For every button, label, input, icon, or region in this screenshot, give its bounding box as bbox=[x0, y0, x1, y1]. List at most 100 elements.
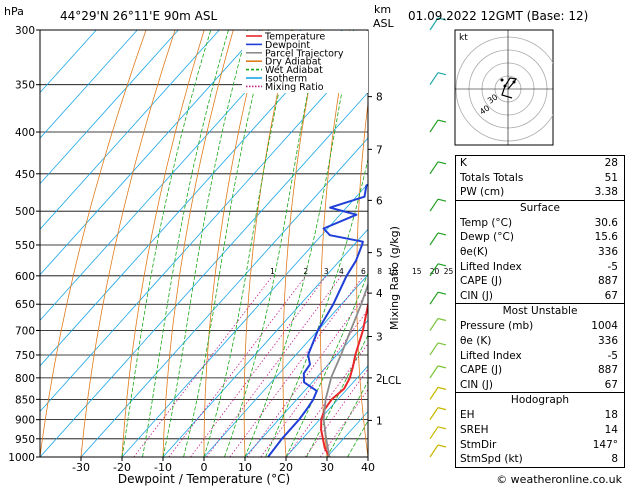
wind-barb bbox=[429, 291, 439, 305]
x-axis-label: Dewpoint / Temperature (°C) bbox=[118, 472, 290, 486]
wet-adiabat bbox=[203, 30, 294, 457]
mixing-ratio-line bbox=[190, 275, 327, 457]
legend-label: Mixing Ratio bbox=[265, 82, 324, 93]
hodograph-section: Hodograph EH 18 SREH 14 StmDir 147° StmSpd … bbox=[455, 393, 625, 468]
legend-label: Parcel Trajectory bbox=[265, 48, 344, 59]
mixing-ratio-line bbox=[320, 388, 368, 457]
km-tick-label: 4 bbox=[376, 288, 383, 300]
wind-barb-flag bbox=[437, 444, 447, 448]
mixing-ratio-line bbox=[246, 291, 368, 457]
surface-row: θe(K) 336 bbox=[460, 245, 618, 258]
hodo-row: EH 18 bbox=[460, 409, 618, 422]
mixing-ratio-labels: 1 2 3 4 6 8 10 15 20 25 bbox=[270, 267, 453, 276]
wind-barb bbox=[429, 318, 439, 331]
surface-row: Lifted Index -5 bbox=[460, 260, 618, 273]
mixing-ratio-line bbox=[133, 275, 273, 457]
wet-adiabat bbox=[142, 30, 229, 457]
pressure-tick-label: 750 bbox=[15, 350, 35, 362]
mixing-ratio-line bbox=[206, 275, 342, 457]
wind-barb-flag bbox=[437, 198, 447, 202]
mixing-ratio-line bbox=[168, 275, 307, 457]
wind-barb-flag bbox=[437, 119, 447, 123]
km-tick-label: 8 bbox=[376, 92, 383, 104]
series-parcel-trajectory bbox=[322, 282, 368, 457]
isotherm bbox=[40, 30, 179, 185]
temp-tick-label: 20 bbox=[279, 461, 293, 474]
wind-barb bbox=[429, 198, 439, 212]
km-label: km bbox=[374, 3, 391, 16]
mixing-ratio-label: 3 bbox=[324, 267, 329, 276]
hodograph: 40 30 kt bbox=[454, 29, 554, 146]
wind-barb-flag bbox=[437, 161, 447, 165]
indices-panel: K 28 Totals Totals 51 PW (cm) 3.38 Surface … bbox=[455, 155, 625, 468]
asl-label: ASL bbox=[373, 17, 395, 30]
temp-tick-label: 30 bbox=[320, 461, 334, 474]
wind-barb-flag bbox=[437, 426, 447, 430]
mixing-ratio-line bbox=[229, 275, 364, 457]
mixing-ratio-label: 15 bbox=[412, 267, 422, 276]
isotherm bbox=[40, 30, 343, 367]
wind-barb-flag bbox=[437, 342, 447, 346]
hodograph-title: Hodograph bbox=[510, 394, 570, 407]
mu-row: CAPE (J) 887 bbox=[460, 364, 618, 377]
surface-section: Surface Temp (°C) 30.6 Dewp (°C) 15.6 θe(K… bbox=[455, 200, 625, 305]
wind-barb bbox=[429, 263, 439, 277]
isotherm bbox=[121, 183, 368, 457]
mixing-ratio-label: 10 bbox=[388, 267, 398, 276]
surface-row: Temp (°C) 30.6 bbox=[460, 216, 618, 229]
surface-row: CIN (J) 67 bbox=[460, 289, 618, 302]
legend-box bbox=[242, 31, 368, 93]
km-tick-label: 5 bbox=[376, 248, 383, 260]
hodo-row: StmSpd (kt) 8 bbox=[460, 453, 618, 466]
wet-adiabat bbox=[306, 334, 368, 457]
wind-barb bbox=[429, 17, 439, 31]
legend-label: Dewpoint bbox=[265, 40, 310, 51]
pressure-tick-label: 450 bbox=[15, 169, 35, 181]
dry-adiabat bbox=[203, 30, 263, 457]
isotherm bbox=[40, 30, 138, 139]
mixing-ratio-label: 2 bbox=[303, 267, 308, 276]
pressure-tick-label: 550 bbox=[15, 240, 35, 252]
wind-barb-flag bbox=[437, 232, 447, 236]
km-tick-label: 6 bbox=[376, 195, 383, 207]
pressure-tick-label: 500 bbox=[15, 206, 35, 218]
mixing-ratio-label: 4 bbox=[339, 267, 344, 276]
wet-adiabat bbox=[121, 30, 212, 457]
wind-barbs bbox=[429, 17, 447, 458]
index-row-tt: Totals Totals 51 bbox=[460, 171, 618, 184]
isotherm bbox=[285, 365, 368, 457]
wind-barb bbox=[429, 232, 439, 246]
y-axis-right-label: Mixing Ratio (g/kg) bbox=[388, 226, 401, 330]
temp-tick-label: -30 bbox=[72, 461, 90, 474]
most-unstable-title: Most Unstable bbox=[502, 305, 578, 318]
km-tick-label: 1 bbox=[376, 415, 383, 427]
datetime: 01.09.2022 12GMT (Base: 12) bbox=[408, 9, 588, 23]
wind-barb bbox=[429, 365, 439, 379]
pressure-tick-label: 400 bbox=[15, 127, 35, 139]
credit: © weatheronline.co.uk bbox=[496, 473, 622, 486]
wind-barb bbox=[429, 119, 439, 133]
wet-adiabat bbox=[285, 272, 368, 457]
surface-row: Dewp (°C) 15.6 bbox=[460, 231, 618, 244]
lcl-label: LCL bbox=[382, 375, 401, 387]
dry-adiabat bbox=[320, 30, 350, 457]
dry-adiabat bbox=[243, 30, 292, 457]
mu-row: CIN (J) 67 bbox=[460, 378, 618, 391]
hpa-label: hPa bbox=[4, 5, 24, 18]
temp-tick-label: -20 bbox=[113, 461, 131, 474]
surface-title: Surface bbox=[519, 201, 560, 214]
temp-tick-label: 10 bbox=[238, 461, 252, 474]
isotherm bbox=[40, 46, 368, 413]
mu-row: Lifted Index -5 bbox=[460, 349, 618, 362]
pressure-tick-label: 900 bbox=[15, 415, 35, 427]
wind-barb bbox=[429, 161, 439, 175]
wet-adiabat bbox=[183, 30, 270, 457]
temp-tick-label: 40 bbox=[361, 461, 375, 474]
wind-barb-flag bbox=[437, 365, 447, 369]
wind-barb-flag bbox=[437, 17, 447, 21]
pressure-tick-label: 1000 bbox=[8, 452, 35, 464]
axes: 3003504004505005506006507007508008509009… bbox=[8, 25, 401, 474]
dry-adiabat bbox=[40, 30, 147, 457]
pressure-tick-label: 950 bbox=[15, 434, 35, 446]
hodo-row: SREH 14 bbox=[460, 423, 618, 436]
